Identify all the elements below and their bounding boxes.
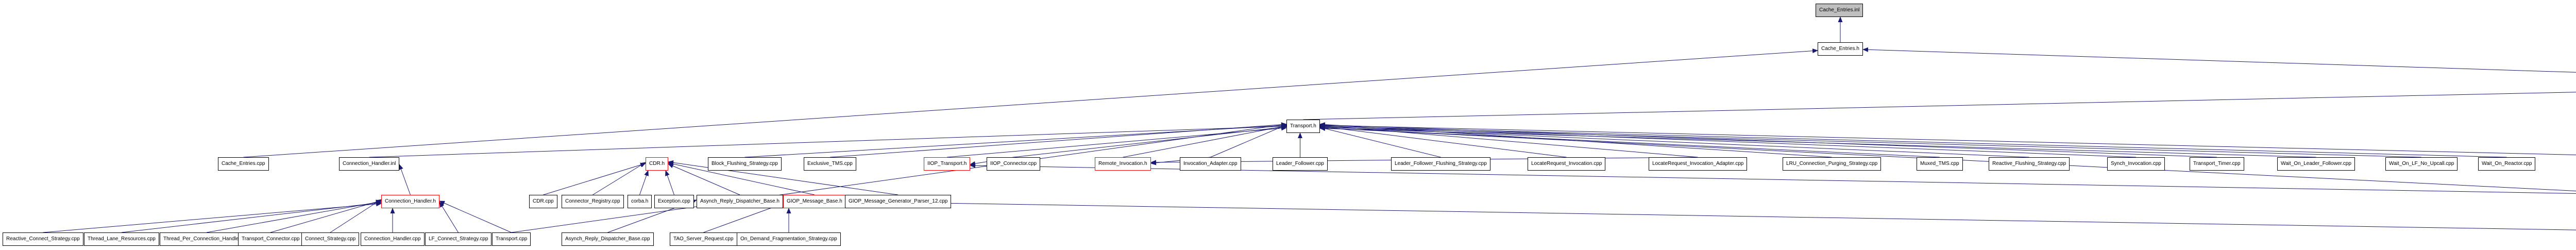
edge-transport_timer_cpp-to-transport_h (1319, 122, 2217, 158)
edge-corba_h-to-cdr_h (639, 170, 649, 195)
edge-block_flushing_strategy_cpp-to-transport_h (744, 123, 1287, 158)
edge-thread_lane_resources_cpp-to-connection_handler_h (121, 201, 382, 233)
edge-synch_invocation_cpp-to-transport_h (1319, 123, 2137, 158)
edge-exception_cpp-to-cdr_h (665, 170, 674, 195)
edge-connection_handler_h-to-connection_handler_inl (399, 164, 411, 195)
node-cdr_cpp[interactable]: CDR.cpp (529, 195, 557, 208)
edge-remote_invocation_h-to-transport_h (1123, 124, 1287, 158)
edge-lru_connection_purging_strategy_cpp-to-transport_h (1319, 122, 1832, 158)
node-transport_connector_cpp[interactable]: Transport_Connector.cpp (238, 232, 303, 246)
node-lru_connection_purging_strategy_cpp[interactable]: LRU_Connection_Purging_Strategy.cpp (1783, 157, 1882, 171)
node-transport_cpp[interactable]: Transport.cpp (492, 232, 531, 246)
node-wait_on_leader_follower_cpp[interactable]: Wait_On_Leader_Follower.cpp (2277, 157, 2355, 171)
edge-connect_strategy_cpp-to-connection_handler_h (330, 199, 382, 233)
node-iiop_transport_h[interactable]: IIOP_Transport.h (924, 157, 971, 171)
node-connection_handler_inl[interactable]: Connection_Handler.inl (339, 157, 400, 171)
edge-wait_on_lf_no_upcall_cpp-to-transport_h (1319, 125, 2422, 158)
edge-exclusive_tms_cpp-to-transport_h (829, 122, 1287, 158)
edge-thread_per_connection_handler_cpp-to-connection_handler_h (206, 200, 382, 233)
node-leader_follower_flushing_strategy_cpp[interactable]: Leader_Follower_Flushing_Strategy.cpp (1391, 157, 1490, 171)
edge-transport_connector_cpp-to-connection_handler_h (270, 199, 382, 233)
node-locaterequest_invocation_cpp[interactable]: LocateRequest_Invocation.cpp (1528, 157, 1606, 171)
edge-wait_on_read_cpp-to-transport_h (1319, 123, 2576, 156)
edge-wait_on_reactor_cpp-to-transport_h (1319, 124, 2507, 158)
node-tao_server_request_cpp[interactable]: TAO_Server_Request.cpp (670, 232, 737, 246)
node-connector_registry_cpp[interactable]: Connector_Registry.cpp (562, 195, 624, 208)
edge-transport_h-to-transport_cache_manager_h (1303, 92, 2576, 120)
node-thread_per_connection_handler_cpp[interactable]: Thread_Per_Connection_Handler.cpp (160, 232, 253, 246)
edge-locaterequest_invocation_adapter_cpp-to-transport_h (1319, 123, 1698, 158)
node-transport_timer_cpp[interactable]: Transport_Timer.cpp (2190, 157, 2244, 171)
node-asynch_reply_dispatcher_base_cpp[interactable]: Asynch_Reply_Dispatcher_Base.cpp (562, 232, 654, 246)
edge-transport_cpp-to-connection_handler_h (439, 201, 512, 233)
edge-lf_connect_strategy_cpp-to-connection_handler_h (439, 202, 459, 233)
edge-connector_registry_cpp-to-cdr_h (592, 162, 646, 195)
node-connection_handler_h[interactable]: Connection_Handler.h (381, 195, 439, 208)
node-corba_h[interactable]: corba.h (628, 195, 652, 208)
edge-muxed_tms_cpp-to-transport_h (1319, 125, 1940, 158)
node-exclusive_tms_cpp[interactable]: Exclusive_TMS.cpp (804, 157, 856, 171)
node-asynch_reply_dispatcher_base_h[interactable]: Asynch_Reply_Dispatcher_Base.h (697, 195, 783, 208)
node-transport_h[interactable]: Transport.h (1286, 120, 1320, 133)
node-cache_entries_inl[interactable]: Cache_Entries.inl (1816, 4, 1863, 17)
edge-iiop_transport_h-to-transport_h (946, 126, 1287, 158)
node-synch_invocation_cpp[interactable]: Synch_Invocation.cpp (2107, 157, 2165, 171)
node-locaterequest_invocation_adapter_cpp[interactable]: LocateRequest_Invocation_Adapter.cpp (1649, 157, 1748, 171)
node-cdr_h[interactable]: CDR.h (646, 157, 669, 171)
edge-cdr_cpp-to-cdr_h (543, 162, 646, 195)
edge-reactive_connect_strategy_cpp-to-connection_handler_h (43, 202, 382, 233)
node-wait_on_lf_no_upcall_cpp[interactable]: Wait_On_LF_No_Upcall.cpp (2385, 157, 2458, 171)
edge-reactive_flushing_strategy_cpp-to-transport_h (1319, 124, 2029, 158)
node-block_flushing_strategy_cpp[interactable]: Block_Flushing_Strategy.cpp (708, 157, 782, 171)
edge-connection_handler_inl-to-transport_h (369, 124, 1287, 158)
edge-leader_follower_flushing_strategy_cpp-to-transport_h (1319, 126, 1441, 158)
edge-cache_entries_cpp-to-cache_entries_h (243, 48, 1818, 158)
node-giop_message_generator_parser_12_cpp[interactable]: GIOP_Message_Generator_Parser_12.cpp (845, 195, 952, 208)
node-connect_strategy_cpp[interactable]: Connect_Strategy.cpp (301, 232, 360, 246)
node-invocation_adapter_cpp[interactable]: Invocation_Adapter.cpp (1180, 157, 1241, 171)
node-thread_lane_resources_cpp[interactable]: Thread_Lane_Resources.cpp (84, 232, 159, 246)
edge-transport_cache_manager_h-to-cache_entries_h (1862, 47, 2576, 73)
node-exception_cpp[interactable]: Exception.cpp (654, 195, 694, 208)
node-wait_on_reactor_cpp[interactable]: Wait_On_Reactor.cpp (2478, 157, 2536, 171)
node-cache_entries_cpp[interactable]: Cache_Entries.cpp (218, 157, 269, 171)
edge-locaterequest_invocation_cpp-to-transport_h (1319, 124, 1567, 158)
node-reactive_flushing_strategy_cpp[interactable]: Reactive_Flushing_Strategy.cpp (1989, 157, 2070, 171)
edge-invocation_adapter_cpp-to-transport_h (1210, 124, 1287, 158)
node-connection_handler_cpp[interactable]: Connection_Handler.cpp (361, 232, 425, 246)
edge-iiop_connector_cpp-to-transport_h (1013, 125, 1287, 158)
node-remote_invocation_h[interactable]: Remote_Invocation.h (1095, 157, 1151, 171)
node-leader_follower_cpp[interactable]: Leader_Follower.cpp (1273, 157, 1328, 171)
node-iiop_connector_cpp[interactable]: IIOP_Connector.cpp (987, 157, 1041, 171)
node-reactive_connect_strategy_cpp[interactable]: Reactive_Connect_Strategy.cpp (3, 232, 83, 246)
edge-giop_message_base_cpp-to-giop_message_base_h (845, 199, 2576, 230)
edge-transport_cpp-to-transport_h (511, 122, 1287, 233)
edge-wait_on_leader_follower_cpp-to-transport_h (1319, 126, 2316, 158)
node-muxed_tms_cpp[interactable]: Muxed_TMS.cpp (1917, 157, 1963, 171)
edge-giop_message_generator_parser_12_cpp-to-cdr_h (668, 160, 899, 195)
node-on_demand_fragmentation_strategy_cpp[interactable]: On_Demand_Fragmentation_Strategy.cpp (737, 232, 841, 246)
node-cache_entries_h[interactable]: Cache_Entries.h (1818, 42, 1863, 56)
node-giop_message_base_h[interactable]: GIOP_Message_Base.h (783, 195, 846, 208)
node-lf_connect_strategy_cpp[interactable]: LF_Connect_Strategy.cpp (425, 232, 492, 246)
